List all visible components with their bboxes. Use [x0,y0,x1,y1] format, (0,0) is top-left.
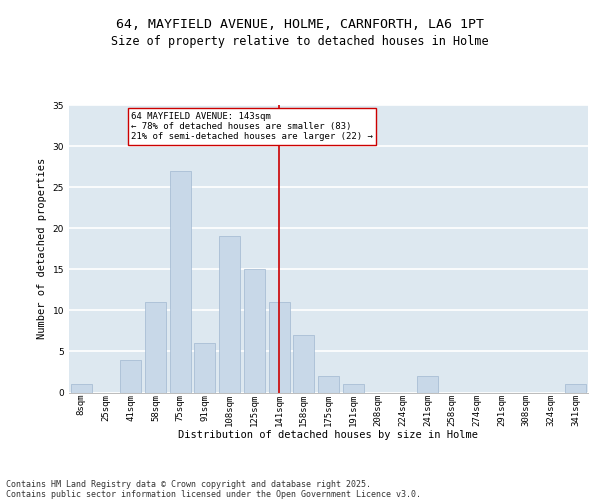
Text: Contains HM Land Registry data © Crown copyright and database right 2025.
Contai: Contains HM Land Registry data © Crown c… [6,480,421,499]
Bar [170,170,191,392]
Bar [219,236,240,392]
Bar [417,376,438,392]
Text: Size of property relative to detached houses in Holme: Size of property relative to detached ho… [111,35,489,48]
Bar [565,384,586,392]
Bar [194,343,215,392]
Text: 64, MAYFIELD AVENUE, HOLME, CARNFORTH, LA6 1PT: 64, MAYFIELD AVENUE, HOLME, CARNFORTH, L… [116,18,484,30]
Bar [318,376,339,392]
Y-axis label: Number of detached properties: Number of detached properties [37,158,47,340]
Bar [145,302,166,392]
Bar [71,384,92,392]
Bar [343,384,364,392]
Text: 64 MAYFIELD AVENUE: 143sqm
← 78% of detached houses are smaller (83)
21% of semi: 64 MAYFIELD AVENUE: 143sqm ← 78% of deta… [131,112,373,142]
X-axis label: Distribution of detached houses by size in Holme: Distribution of detached houses by size … [179,430,479,440]
Bar [269,302,290,392]
Bar [293,335,314,392]
Bar [120,360,141,392]
Bar [244,270,265,392]
